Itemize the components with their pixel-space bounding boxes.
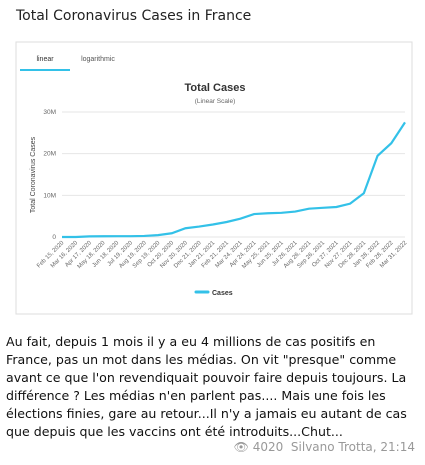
y-tick-label: 20M — [43, 151, 56, 158]
y-tick-label: 0 — [52, 234, 56, 241]
tab[interactable]: logarithmic — [81, 56, 115, 63]
legend-label: Cases — [212, 290, 233, 297]
y-tick-label: 10M — [43, 192, 56, 199]
tab[interactable]: linear — [36, 56, 54, 63]
chart-frame — [15, 41, 413, 315]
y-tick-label: 30M — [43, 109, 56, 116]
chart-title: Total Cases — [185, 82, 246, 94]
message-footer: 👁 4020 Silvano Trotta, 21:14 — [233, 440, 415, 454]
views: 4020 — [252, 440, 284, 454]
author: Silvano Trotta — [290, 440, 373, 454]
time: 21:14 — [380, 440, 415, 454]
chart-subtitle: (Linear Scale) — [195, 98, 235, 105]
post-title: Total Coronavirus Cases in France — [16, 8, 252, 24]
y-axis-label: Total Coronavirus Cases — [30, 136, 37, 213]
data-line — [61, 121, 406, 239]
message-text: Au fait, depuis 1 mois il y a eu 4 milli… — [6, 334, 407, 439]
chart: linear logarithmic Total Cases (Linear S… — [15, 41, 413, 315]
